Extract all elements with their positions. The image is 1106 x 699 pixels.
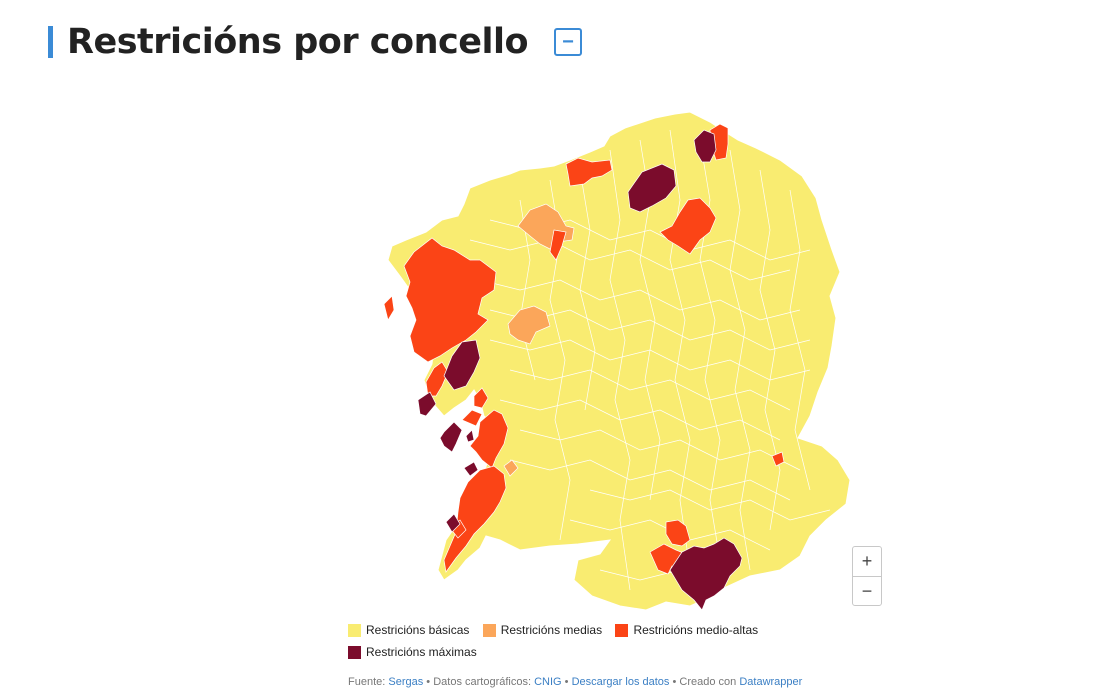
minus-icon: − (861, 581, 873, 601)
legend: Restricións básicas Restricións medias R… (348, 621, 858, 665)
separator: • (672, 676, 677, 688)
separator: • (426, 676, 431, 688)
legend-item-basic: Restricións básicas (348, 621, 469, 640)
legend-swatch (348, 624, 361, 637)
legend-label: Restricións máximas (366, 645, 477, 659)
legend-swatch (482, 624, 496, 637)
legend-item-medium-high: Restricións medio-altas (615, 621, 758, 640)
legend-swatch (348, 646, 361, 659)
legend-label: Restricións básicas (366, 623, 470, 637)
legend-item-medium: Restricións medias (482, 621, 603, 640)
legend-swatch (615, 624, 629, 637)
region-medium-high[interactable] (383, 123, 785, 575)
footer: Fuente: Sergas • Datos cartográficos: CN… (348, 676, 802, 688)
minus-icon: − (562, 31, 574, 53)
created-prefix: Creado con (679, 676, 737, 688)
carto-link[interactable]: CNIG (534, 676, 562, 688)
page-title: Restricións por concello (67, 22, 529, 62)
zoom-in-button[interactable]: + (853, 547, 881, 577)
legend-label: Restricións medias (500, 623, 603, 637)
zoom-control: + − (852, 546, 882, 606)
legend-label: Restricións medio-altas (633, 623, 759, 637)
zoom-out-button[interactable]: − (853, 577, 881, 606)
separator: • (564, 676, 569, 688)
header: Restricións por concello − (48, 20, 583, 64)
carto-prefix: Datos cartográficos: (433, 676, 532, 688)
map[interactable] (370, 100, 870, 620)
legend-item-maximum: Restricións máximas (348, 643, 477, 662)
collapse-button[interactable]: − (554, 28, 583, 56)
title-accent-bar (48, 26, 53, 58)
source-link[interactable]: Sergas (388, 676, 424, 688)
source-prefix: Fuente: (348, 676, 386, 688)
download-data-link[interactable]: Descargar los datos (571, 676, 670, 688)
region-maximum[interactable] (417, 129, 743, 611)
datawrapper-link[interactable]: Datawrapper (739, 676, 803, 688)
plus-icon: + (861, 551, 873, 571)
galicia-map[interactable] (370, 100, 870, 620)
